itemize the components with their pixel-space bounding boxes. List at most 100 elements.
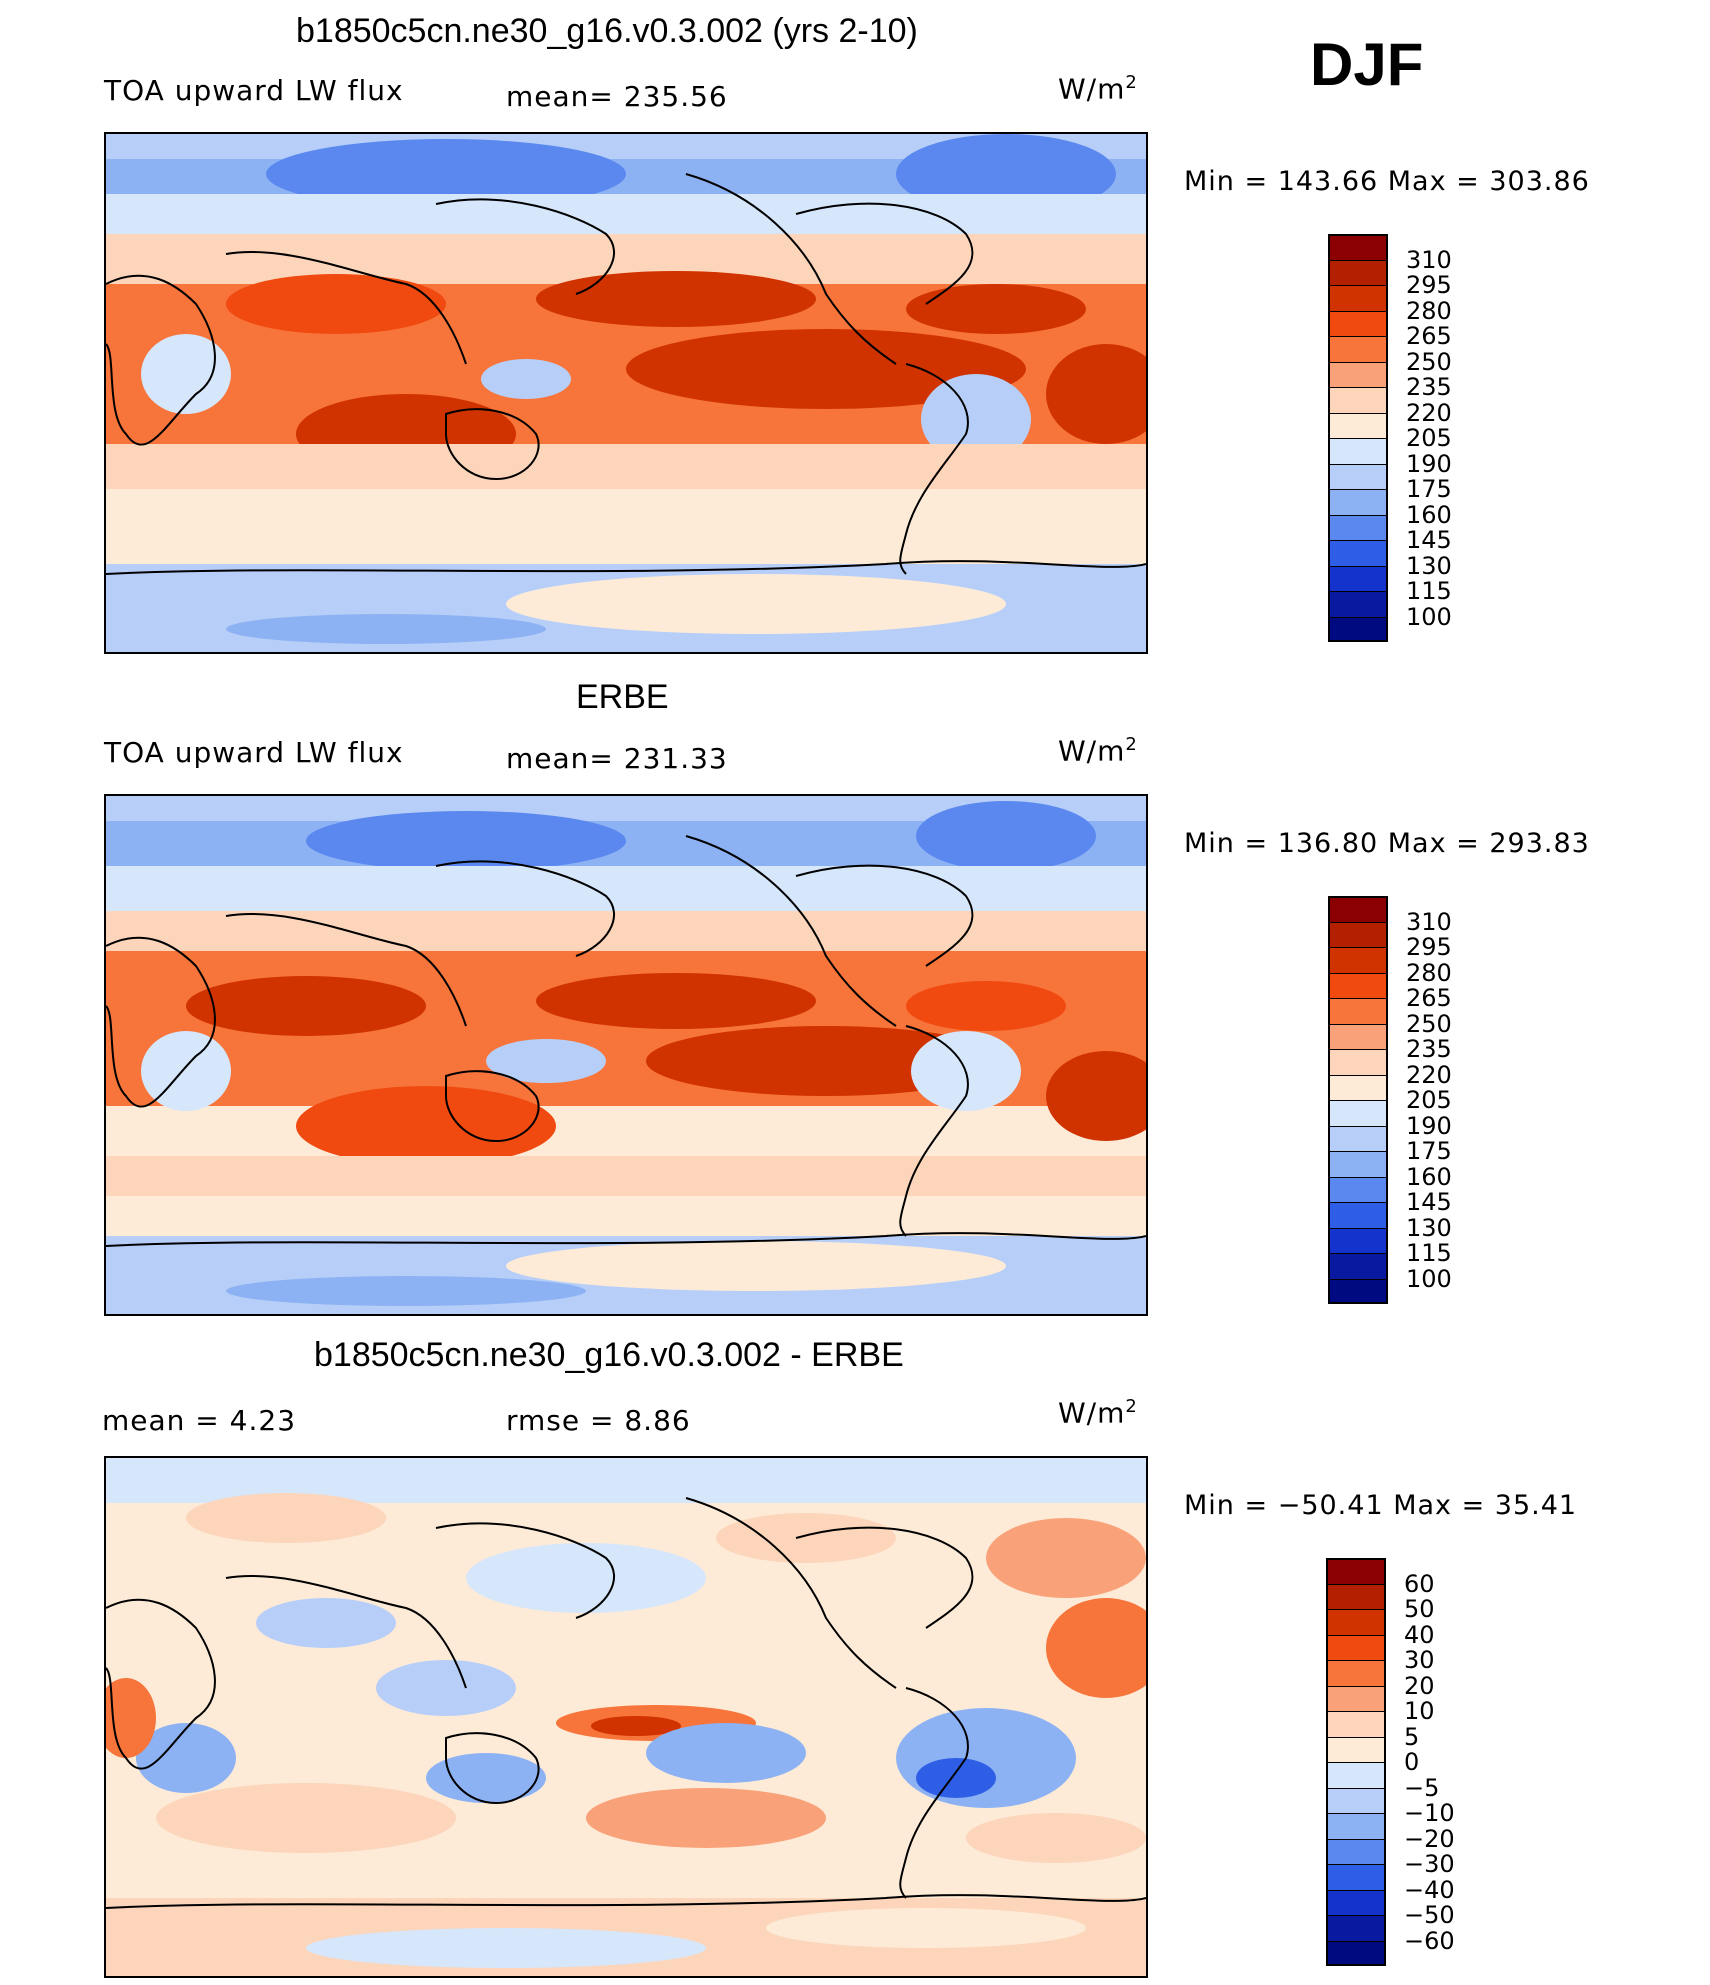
colorbar-swatch xyxy=(1328,438,1388,464)
colorbar-swatch xyxy=(1326,1685,1386,1711)
colorbar-swatch xyxy=(1328,616,1388,642)
colorbar-swatch xyxy=(1328,1151,1388,1177)
colorbar-tick-label: 0 xyxy=(1404,1748,1420,1776)
colorbar-tick-label: −10 xyxy=(1404,1799,1455,1827)
colorbar-swatch xyxy=(1326,1634,1386,1660)
colorbar-tick-label: 280 xyxy=(1406,296,1452,325)
season-label: DJF xyxy=(1310,31,1424,98)
colorbar-tick-label: 130 xyxy=(1406,1213,1452,1242)
colorbar-swatch xyxy=(1328,1100,1388,1126)
colorbar-swatch xyxy=(1328,1023,1388,1049)
panel-2-variable-label: TOA upward LW flux xyxy=(104,736,404,769)
colorbar-swatch xyxy=(1328,947,1388,973)
panel-1-title: b1850c5cn.ne30_g16.v0.3.002 (yrs 2-10) xyxy=(296,12,918,50)
colorbar-swatch xyxy=(1328,591,1388,617)
colorbar-swatch xyxy=(1326,1787,1386,1813)
panel-3-rmse-label: rmse = 8.86 xyxy=(506,1404,691,1437)
colorbar-tick-label: −60 xyxy=(1404,1926,1455,1955)
panel-3-units-label: W/m2 xyxy=(1058,1396,1138,1430)
colorbar-swatch xyxy=(1328,1227,1388,1253)
panel-1-mean-label: mean= 235.56 xyxy=(506,80,728,113)
colorbar-swatch xyxy=(1328,489,1388,515)
panel-2-map xyxy=(104,794,1148,1316)
colorbar-frame xyxy=(1328,896,1388,1304)
colorbar-tick-label: 30 xyxy=(1404,1646,1435,1674)
panel-3-minmax: Min = −50.41 Max = 35.41 xyxy=(1184,1490,1578,1521)
colorbar-swatch xyxy=(1328,387,1388,413)
colorbar-swatch xyxy=(1326,1558,1386,1584)
colorbar-tick-label: 130 xyxy=(1406,551,1452,580)
colorbar-tick-label: 265 xyxy=(1406,322,1452,350)
colorbar-tick-label: 295 xyxy=(1406,271,1452,299)
colorbar-swatch xyxy=(1328,1253,1388,1279)
colorbar-swatch xyxy=(1326,1762,1386,1788)
panel-1-units-label: W/m2 xyxy=(1058,72,1138,106)
colorbar-tick-label: 265 xyxy=(1406,984,1452,1012)
panel-1-variable-label: TOA upward LW flux xyxy=(104,74,404,107)
colorbar-tick-label: −30 xyxy=(1404,1850,1455,1878)
colorbar-tick-label: 310 xyxy=(1406,907,1452,936)
colorbar-swatch xyxy=(1328,972,1388,998)
colorbar-tick-label: 10 xyxy=(1404,1697,1435,1725)
colorbar-swatch xyxy=(1326,1889,1386,1915)
colorbar-tick-label: 250 xyxy=(1406,347,1452,376)
colorbar-swatch xyxy=(1326,1813,1386,1839)
colorbar-tick-label: 115 xyxy=(1406,577,1452,605)
colorbar-swatch xyxy=(1328,234,1388,260)
panel-2-colorbar: 310 295 280 265 250 235 220 205 190 175 160 145 130 1… xyxy=(1328,896,1478,1306)
panel-3-colorbar: 60 50 40 30 20 10 5 0 −5 −10 −20 −30 −40 −50 −60 xyxy=(1326,1558,1476,1968)
colorbar-swatch xyxy=(1328,1202,1388,1228)
colorbar-tick-label: 145 xyxy=(1406,526,1452,554)
colorbar-tick-label: 160 xyxy=(1406,500,1452,529)
panel-2-mean-label: mean= 231.33 xyxy=(506,742,728,775)
colorbar-tick-label: 60 xyxy=(1404,1569,1435,1598)
colorbar-swatch xyxy=(1326,1915,1386,1941)
colorbar-tick-label: 160 xyxy=(1406,1162,1452,1191)
colorbar-swatch xyxy=(1328,412,1388,438)
panel-1-minmax: Min = 143.66 Max = 303.86 xyxy=(1184,166,1590,197)
colorbar-swatch xyxy=(1326,1940,1386,1966)
colorbar-tick-label: −5 xyxy=(1404,1773,1440,1802)
colorbar-swatch xyxy=(1328,310,1388,336)
colorbar-tick-label: 205 xyxy=(1406,424,1452,452)
colorbar-tick-label: 220 xyxy=(1406,1060,1452,1089)
colorbar-swatch xyxy=(1326,1609,1386,1635)
panel-2-title: ERBE xyxy=(576,678,669,716)
panel-1-map xyxy=(104,132,1148,654)
colorbar-swatch xyxy=(1328,1125,1388,1151)
colorbar-swatch xyxy=(1328,361,1388,387)
colorbar-tick-label: 250 xyxy=(1406,1009,1452,1038)
colorbar-swatch xyxy=(1328,285,1388,311)
colorbar-tick-label: 205 xyxy=(1406,1086,1452,1114)
panel-2-minmax: Min = 136.80 Max = 293.83 xyxy=(1184,828,1590,859)
colorbar-tick-label: 295 xyxy=(1406,933,1452,961)
panel-3-mean-label: mean = 4.23 xyxy=(102,1404,297,1437)
colorbar-swatch xyxy=(1328,921,1388,947)
colorbar-tick-label: 100 xyxy=(1406,602,1452,631)
colorbar-tick-label: 20 xyxy=(1404,1671,1435,1700)
colorbar-swatch xyxy=(1326,1838,1386,1864)
panel-3-map-field xyxy=(106,1458,1146,1976)
colorbar-swatch xyxy=(1326,1711,1386,1737)
colorbar-tick-label: 190 xyxy=(1406,1111,1452,1140)
panel-1-map-field xyxy=(106,134,1146,652)
colorbar-swatch xyxy=(1326,1864,1386,1890)
colorbar-swatch xyxy=(1326,1660,1386,1686)
colorbar-tick-label: 175 xyxy=(1406,475,1452,503)
colorbar-tick-label: 220 xyxy=(1406,398,1452,427)
colorbar-tick-label: 100 xyxy=(1406,1264,1452,1293)
panel-3-map xyxy=(104,1456,1148,1978)
colorbar-swatch xyxy=(1328,998,1388,1024)
colorbar-swatch xyxy=(1328,540,1388,566)
colorbar-tick-label: −50 xyxy=(1404,1901,1455,1929)
colorbar-swatch xyxy=(1326,1583,1386,1609)
colorbar-swatch xyxy=(1328,1074,1388,1100)
colorbar-tick-label: 145 xyxy=(1406,1188,1452,1216)
colorbar-swatch xyxy=(1328,1049,1388,1075)
colorbar-swatch xyxy=(1328,336,1388,362)
colorbar-swatch xyxy=(1328,514,1388,540)
colorbar-tick-label: 280 xyxy=(1406,958,1452,987)
colorbar-swatch xyxy=(1328,565,1388,591)
colorbar-frame xyxy=(1326,1558,1386,1966)
colorbar-swatch xyxy=(1328,463,1388,489)
